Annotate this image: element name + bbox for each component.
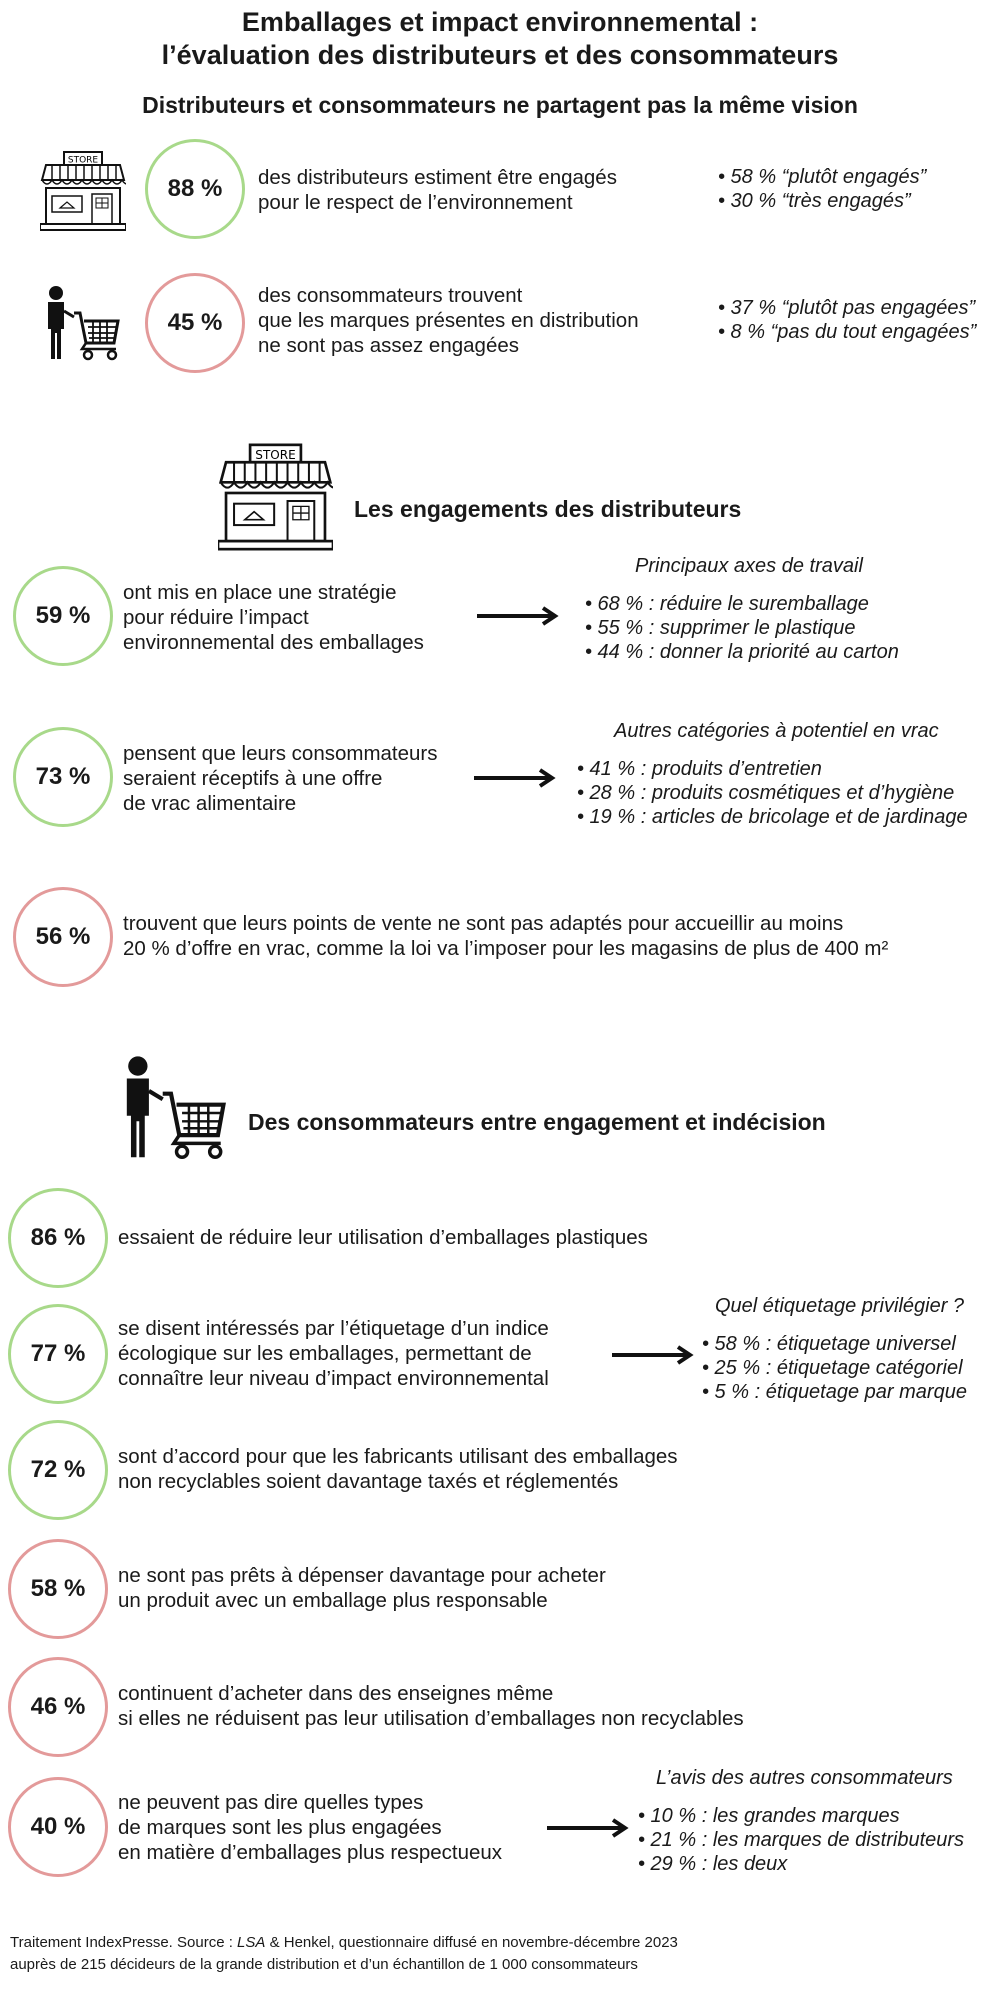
shopper-cart-icon	[126, 1056, 226, 1159]
store-icon: STORE	[218, 443, 333, 551]
section-title-consumers: Des consommateurs entre engagement et in…	[248, 1109, 826, 1135]
stat-59-line-1: ont mis en place une stratégie	[123, 581, 397, 604]
stat-73-line-1: pensent que leurs consommateurs	[123, 742, 438, 765]
stat-77-description: se disent intéressés par l’étiquetage d’…	[118, 1316, 549, 1391]
stat-59-side-item-1: • 68 % : réduire le suremballage	[585, 593, 869, 615]
stat-45-details: • 37 % “plutôt pas engagées” • 8 % “pas …	[718, 296, 976, 344]
stat-88-detail-1: • 58 % “plutôt engagés”	[718, 166, 927, 188]
stat-77-line-1: se disent intéressés par l’étiquetage d’…	[118, 1317, 549, 1340]
stat-circle-59: 59 %	[13, 566, 113, 666]
stat-45-detail-2: • 8 % “pas du tout engagées”	[718, 321, 977, 343]
page-title: Emballages et impact environnemental : l…	[0, 6, 1000, 72]
stat-72-line-2: non recyclables soient davantage taxés e…	[118, 1470, 619, 1493]
stat-88-detail-2: • 30 % “très engagés”	[718, 190, 911, 212]
stat-59-description: ont mis en place une stratégie pour rédu…	[123, 580, 424, 655]
stat-45-line-2: que les marques présentes en distributio…	[258, 309, 639, 332]
stat-40-side-item-1: • 10 % : les grandes marques	[638, 1805, 900, 1827]
stat-59-side-title: Principaux axes de travail	[635, 555, 863, 577]
stat-59-line-3: environnemental des emballages	[123, 631, 424, 654]
footer-line-2: auprès de 215 décideurs de la grande dis…	[10, 1956, 638, 1973]
stat-circle-56: 56 %	[13, 887, 113, 987]
stat-45-line-1: des consommateurs trouvent	[258, 284, 523, 307]
store-sign-text: STORE	[68, 156, 99, 166]
stat-77-line-3: connaître leur niveau d’impact environne…	[118, 1367, 549, 1390]
stat-45-detail-1: • 37 % “plutôt pas engagées”	[718, 297, 976, 319]
arrow-right-icon	[474, 768, 556, 788]
stat-86-line-1: essaient de réduire leur utilisation d’e…	[118, 1226, 648, 1249]
stat-88-line-2: pour le respect de l’environnement	[258, 191, 573, 214]
stat-77-line-2: écologique sur les emballages, permettan…	[118, 1342, 532, 1365]
stat-77-side-item-2: • 25 % : étiquetage catégoriel	[702, 1357, 963, 1379]
stat-40-line-2: de marques sont les plus engagées	[118, 1816, 442, 1839]
stat-72-description: sont d’accord pour que les fabricants ut…	[118, 1444, 678, 1494]
stat-77-side-title: Quel étiquetage privilégier ?	[715, 1295, 965, 1317]
section-title-distributors: Les engagements des distributeurs	[354, 496, 742, 522]
stat-circle-45: 45 %	[145, 273, 245, 373]
stat-73-side-title: Autres catégories à potentiel en vrac	[614, 720, 939, 742]
stat-circle-73: 73 %	[13, 727, 113, 827]
stat-59-line-2: pour réduire l’impact	[123, 606, 309, 629]
page-subtitle: Distributeurs et consommateurs ne partag…	[142, 92, 858, 118]
stat-circle-40: 40 %	[8, 1777, 108, 1877]
arrow-right-icon	[547, 1818, 629, 1838]
stat-circle-72: 72 %	[8, 1420, 108, 1520]
arrow-right-icon	[477, 606, 559, 626]
stat-59-side-list: Principaux axes de travail • 68 % : rédu…	[585, 554, 985, 664]
stat-73-line-2: seraient réceptifs à une offre	[123, 767, 383, 790]
stat-58-description: ne sont pas prêts à dépenser davantage p…	[118, 1563, 606, 1613]
store-sign-text: STORE	[255, 448, 295, 462]
stat-56-line-2: 20 % d’offre en vrac, comme la loi va l’…	[123, 937, 889, 960]
stat-40-side-title: L’avis des autres consommateurs	[656, 1767, 953, 1789]
stat-40-side-list: L’avis des autres consommateurs • 10 % :…	[638, 1766, 998, 1876]
footer-prefix: Traitement IndexPresse. Source :	[10, 1934, 238, 1951]
stat-46-line-2: si elles ne réduisent pas leur utilisati…	[118, 1707, 744, 1730]
stat-40-side-item-3: • 29 % : les deux	[638, 1853, 788, 1875]
stat-77-side-list: Quel étiquetage privilégier ? • 58 % : é…	[702, 1294, 997, 1404]
title-line-1: Emballages et impact environnemental :	[241, 7, 759, 37]
stat-73-side-list: Autres catégories à potentiel en vrac • …	[577, 719, 997, 829]
stat-40-line-3: en matière d’emballages plus respectueux	[118, 1841, 503, 1864]
arrow-right-icon	[612, 1345, 694, 1365]
stat-circle-46: 46 %	[8, 1657, 108, 1757]
stat-72-line-1: sont d’accord pour que les fabricants ut…	[118, 1445, 678, 1468]
stat-circle-77: 77 %	[8, 1304, 108, 1404]
stat-73-description: pensent que leurs consommateurs seraient…	[123, 741, 438, 816]
stat-59-side-item-2: • 55 % : supprimer le plastique	[585, 617, 856, 639]
stat-circle-86: 86 %	[8, 1188, 108, 1288]
stat-86-description: essaient de réduire leur utilisation d’e…	[118, 1225, 648, 1250]
stat-45-description: des consommateurs trouvent que les marqu…	[258, 283, 639, 358]
stat-56-line-1: trouvent que leurs points de vente ne so…	[123, 912, 844, 935]
stat-77-side-item-3: • 5 % : étiquetage par marque	[702, 1381, 967, 1403]
footer-line-1: Traitement IndexPresse. Source : LSA & H…	[10, 1932, 678, 1954]
stat-73-side-item-1: • 41 % : produits d’entretien	[577, 758, 822, 780]
stat-40-line-1: ne peuvent pas dire quelles types	[118, 1791, 424, 1814]
stat-circle-58: 58 %	[8, 1539, 108, 1639]
stat-58-line-1: ne sont pas prêts à dépenser davantage p…	[118, 1564, 606, 1587]
stat-88-description: des distributeurs estiment être engagés …	[258, 165, 617, 215]
footer-source-lsa: LSA	[237, 1934, 266, 1951]
stat-46-line-1: continuent d’acheter dans des enseignes …	[118, 1682, 554, 1705]
stat-73-side-item-2: • 28 % : produits cosmétiques et d’hygiè…	[577, 782, 955, 804]
stat-circle-88: 88 %	[145, 139, 245, 239]
stat-40-side-item-2: • 21 % : les marques de distributeurs	[638, 1829, 965, 1851]
source-footer: Traitement IndexPresse. Source : LSA & H…	[10, 1932, 678, 1976]
footer-suffix: & Henkel, questionnaire diffusé en novem…	[265, 1934, 678, 1951]
stat-56-description: trouvent que leurs points de vente ne so…	[123, 911, 888, 961]
stat-73-line-3: de vrac alimentaire	[123, 792, 297, 815]
stat-73-side-item-3: • 19 % : articles de bricolage et de jar…	[577, 806, 968, 828]
title-line-2: l’évaluation des distributeurs et des co…	[161, 40, 839, 70]
shopper-cart-icon	[48, 286, 120, 361]
stat-88-line-1: des distributeurs estiment être engagés	[258, 166, 617, 189]
store-icon: STORE	[40, 151, 126, 231]
stat-59-side-item-3: • 44 % : donner la priorité au carton	[585, 641, 899, 663]
stat-77-side-item-1: • 58 % : étiquetage universel	[702, 1333, 956, 1355]
stat-40-description: ne peuvent pas dire quelles types de mar…	[118, 1790, 502, 1865]
stat-58-line-2: un produit avec un emballage plus respon…	[118, 1589, 548, 1612]
stat-46-description: continuent d’acheter dans des enseignes …	[118, 1681, 744, 1731]
stat-45-line-3: ne sont pas assez engagées	[258, 334, 519, 357]
stat-88-details: • 58 % “plutôt engagés” • 30 % “très eng…	[718, 165, 926, 213]
